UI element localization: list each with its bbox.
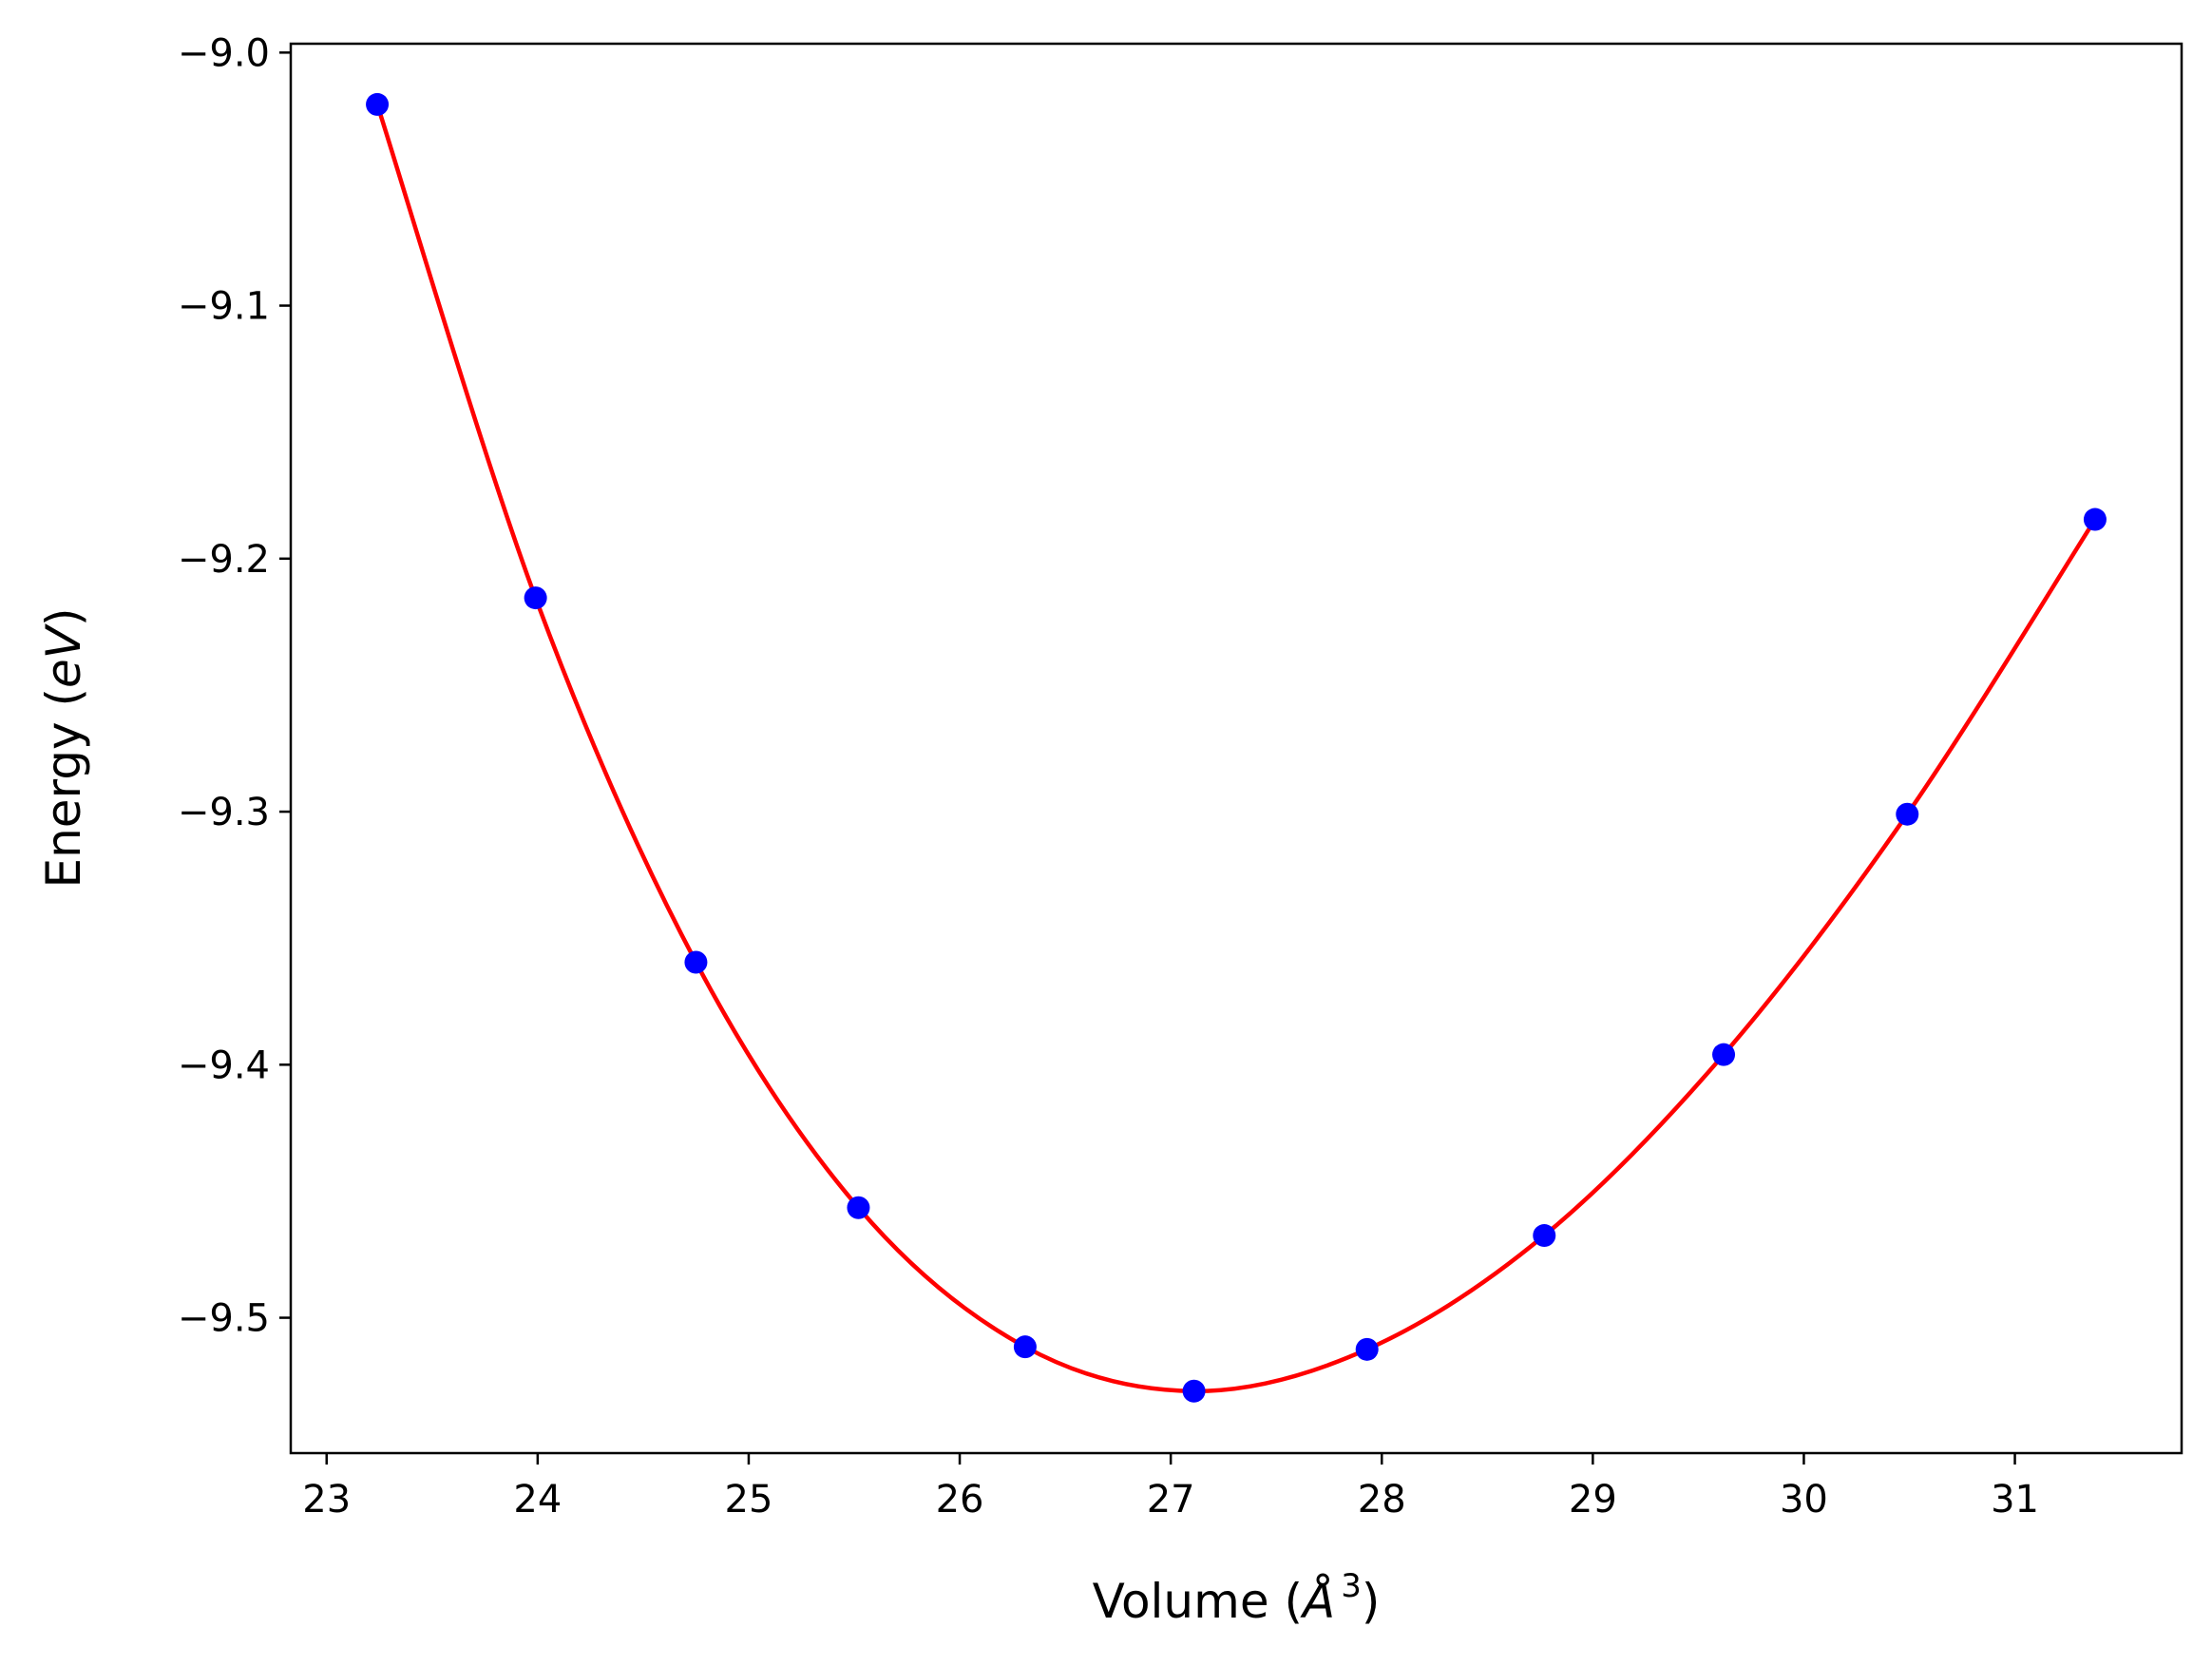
data-point (1896, 802, 1919, 826)
x-axis-label-unit: Å (1300, 1574, 1335, 1629)
data-point (1013, 1335, 1037, 1359)
y-axis-label: Energy (eV) (36, 608, 91, 889)
y-axis-ticks: −9.0 −9.1 −9.2 −9.3 −9.4 −9.5 (178, 31, 291, 1341)
x-tick-label: 30 (1780, 1478, 1828, 1522)
y-axis-label-main: Energy ( (36, 688, 91, 888)
y-tick-label: −9.5 (178, 1297, 270, 1341)
data-point (366, 92, 390, 116)
x-axis-label-close: ) (1362, 1574, 1381, 1629)
data-point (1182, 1379, 1206, 1403)
x-axis-label-main: Volume ( (1093, 1574, 1303, 1629)
x-axis-ticks: 23 24 25 26 27 28 29 30 31 (302, 1453, 2039, 1522)
data-point (1355, 1337, 1379, 1361)
data-point (847, 1196, 870, 1219)
y-tick-label: −9.3 (178, 791, 270, 834)
x-tick-label: 27 (1147, 1478, 1195, 1522)
y-tick-label: −9.2 (178, 538, 270, 582)
y-tick-label: −9.0 (178, 31, 270, 75)
x-tick-label: 28 (1358, 1478, 1406, 1522)
y-tick-label: −9.1 (178, 285, 270, 329)
x-tick-label: 23 (302, 1478, 351, 1522)
fit-curve (374, 104, 2097, 1394)
x-tick-label: 25 (725, 1478, 773, 1522)
plot-frame (289, 42, 2183, 1455)
x-tick-label: 29 (1569, 1478, 1617, 1522)
x-axis-label-exponent: 3 (1341, 1567, 1362, 1605)
data-point (684, 950, 708, 974)
y-axis-label-unit: eV (36, 622, 91, 688)
x-tick-label: 31 (1991, 1478, 2039, 1522)
y-tick-label: −9.4 (178, 1044, 270, 1087)
data-point (524, 586, 547, 610)
y-axis-label-close: ) (36, 608, 91, 627)
x-tick-label: 24 (513, 1478, 562, 1522)
x-tick-label: 26 (936, 1478, 984, 1522)
plot-area (291, 44, 2182, 1453)
fit-line-layer (374, 104, 2097, 1394)
x-axis-label: Volume (Å 3) (1093, 1567, 1381, 1629)
data-point (1712, 1043, 1736, 1066)
data-point (2083, 507, 2107, 531)
data-point (1533, 1224, 1556, 1248)
data-points-layer (366, 92, 2107, 1403)
